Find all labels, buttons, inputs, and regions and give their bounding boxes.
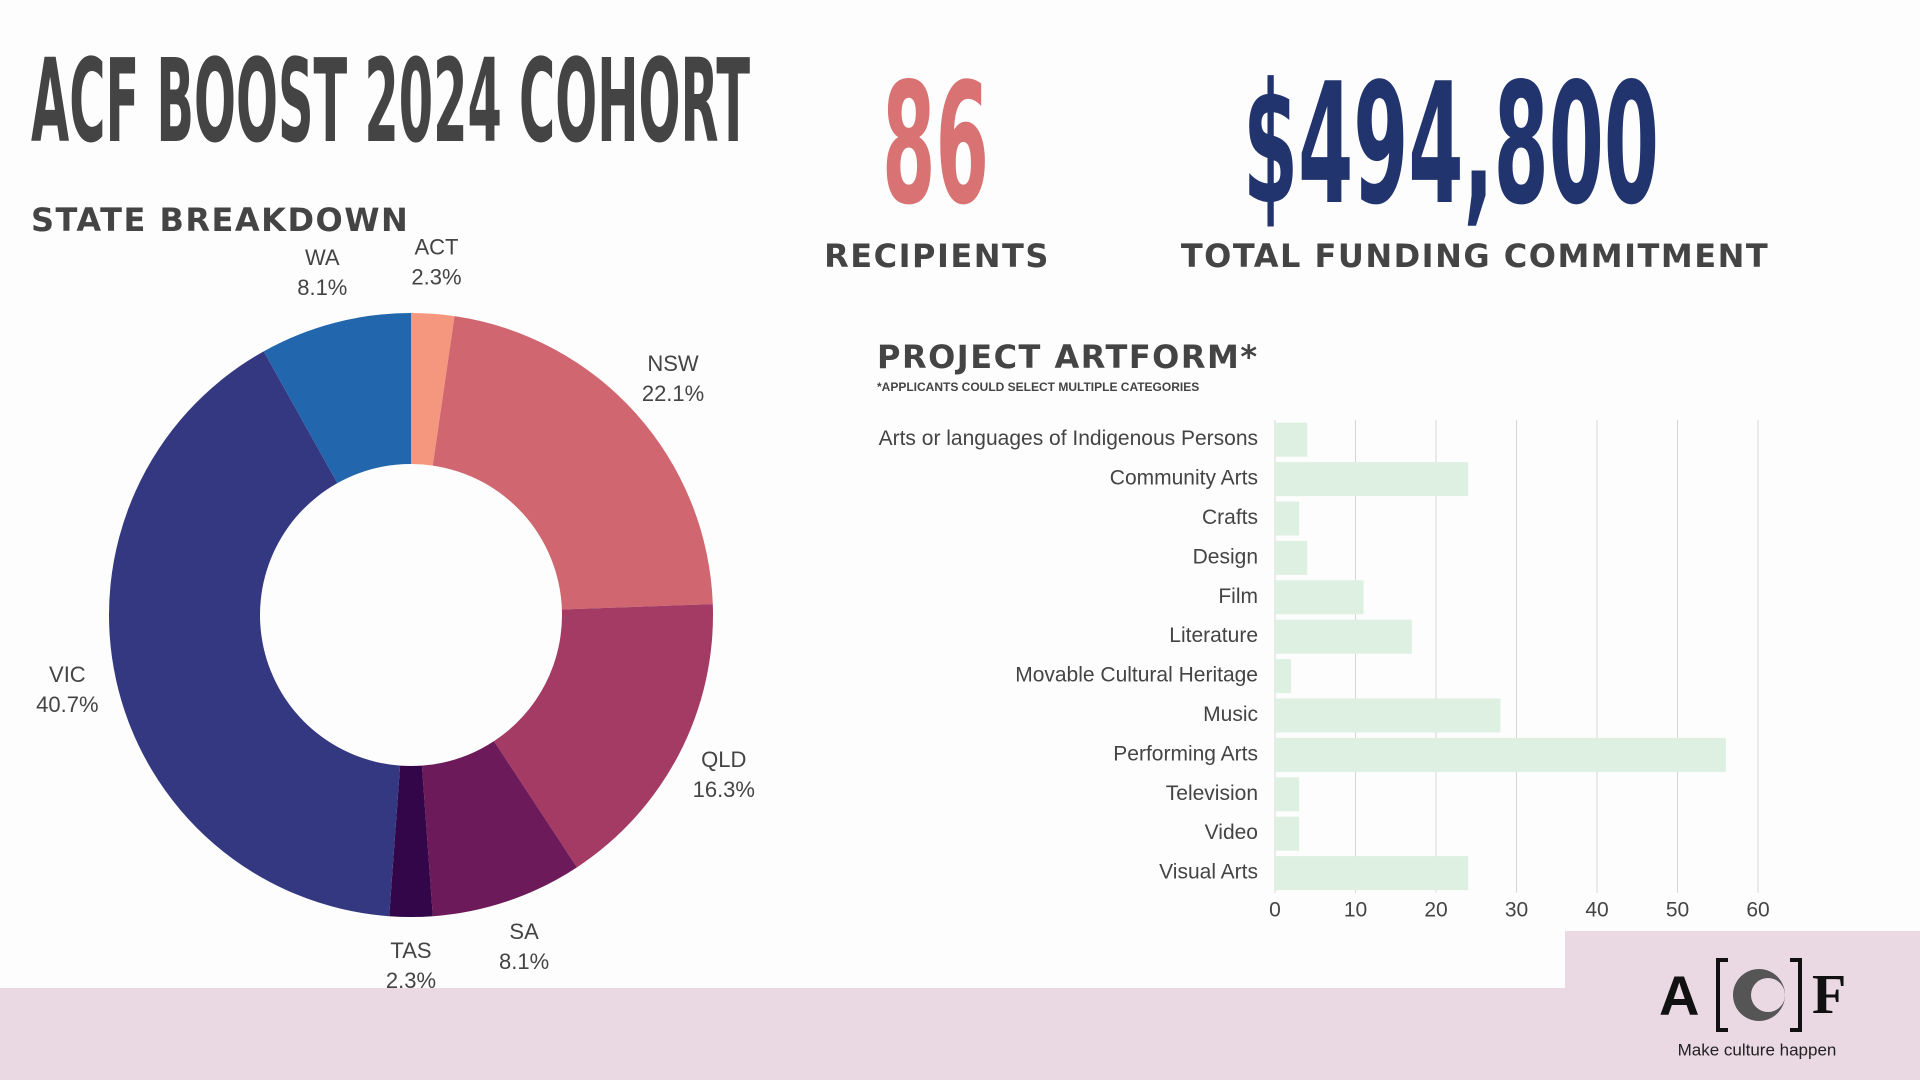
slice-value-label: 8.1%	[297, 275, 347, 300]
bar	[1275, 462, 1469, 497]
bar	[1275, 777, 1300, 812]
donut-slice	[493, 604, 714, 868]
logo-letter: A	[1659, 964, 1699, 1027]
y-tick-label: Television	[1166, 782, 1258, 805]
y-tick-label: Arts or languages of Indigenous Persons	[879, 427, 1258, 450]
x-tick-label: 20	[1424, 898, 1447, 921]
y-tick-label: Video	[1205, 821, 1258, 844]
slice-value-label: 2.3%	[386, 968, 436, 993]
x-tick-label: 10	[1344, 898, 1367, 921]
chart-subtitle: *APPLICANTS COULD SELECT MULTIPLE CATEGO…	[877, 380, 1199, 394]
y-tick-label: Performing Arts	[1113, 742, 1258, 765]
slice-label: ACT	[414, 235, 458, 260]
bar	[1275, 580, 1364, 615]
bar	[1275, 698, 1501, 733]
logo-bracket	[1716, 958, 1802, 1032]
bar	[1275, 659, 1292, 694]
page-title: ACF BOOST 2024 COHORT	[31, 35, 750, 169]
logo-swirl	[1751, 978, 1785, 1012]
y-tick-label: Music	[1203, 703, 1258, 726]
slice-label: VIC	[49, 662, 86, 687]
donut-slice	[411, 313, 455, 466]
slice-value-label: 2.3%	[411, 265, 461, 290]
x-tick-label: 50	[1666, 898, 1689, 921]
donut-slice	[263, 313, 411, 484]
donut-slice	[421, 741, 577, 917]
logo: A F Make culture happen	[1659, 958, 1846, 1059]
y-tick-label: Movable Cultural Heritage	[1015, 664, 1258, 687]
slice-label: NSW	[647, 351, 699, 376]
bar	[1275, 422, 1308, 457]
slice-value-label: 8.1%	[499, 949, 549, 974]
slice-label: SA	[509, 919, 539, 944]
slice-label: WA	[305, 245, 340, 270]
y-tick-label: Literature	[1169, 624, 1258, 647]
slice-label: QLD	[701, 747, 746, 772]
chart-title: PROJECT ARTFORM*	[877, 338, 1259, 376]
bar	[1275, 540, 1308, 575]
stat-value: $494,800	[1243, 48, 1659, 242]
stat-value: 86	[882, 48, 989, 242]
y-tick-label: Crafts	[1202, 506, 1258, 529]
x-tick-label: 30	[1505, 898, 1528, 921]
y-tick-label: Community Arts	[1110, 467, 1258, 490]
x-tick-label: 40	[1585, 898, 1608, 921]
y-tick-label: Visual Arts	[1159, 861, 1258, 884]
bar	[1275, 737, 1726, 772]
bar	[1275, 501, 1300, 536]
x-tick-label: 0	[1269, 898, 1281, 921]
logo-tagline: Make culture happen	[1678, 1040, 1837, 1059]
stat-label: RECIPIENTS	[824, 237, 1050, 275]
slice-value-label: 16.3%	[693, 777, 755, 802]
donut-slice	[432, 316, 713, 610]
bar	[1275, 619, 1412, 654]
slice-value-label: 22.1%	[642, 381, 704, 406]
slice-value-label: 40.7%	[36, 692, 98, 717]
donut-slice	[389, 765, 433, 917]
bar	[1275, 816, 1300, 851]
stat-label: TOTAL FUNDING COMMITMENT	[1181, 237, 1769, 275]
donut-slice	[109, 351, 401, 917]
slice-label: TAS	[390, 938, 431, 963]
bar	[1275, 856, 1469, 891]
logo-letter: F	[1812, 964, 1846, 1026]
x-tick-label: 60	[1746, 898, 1769, 921]
chart-title: STATE BREAKDOWN	[31, 201, 409, 239]
y-tick-label: Design	[1193, 545, 1258, 568]
y-tick-label: Film	[1218, 585, 1258, 608]
